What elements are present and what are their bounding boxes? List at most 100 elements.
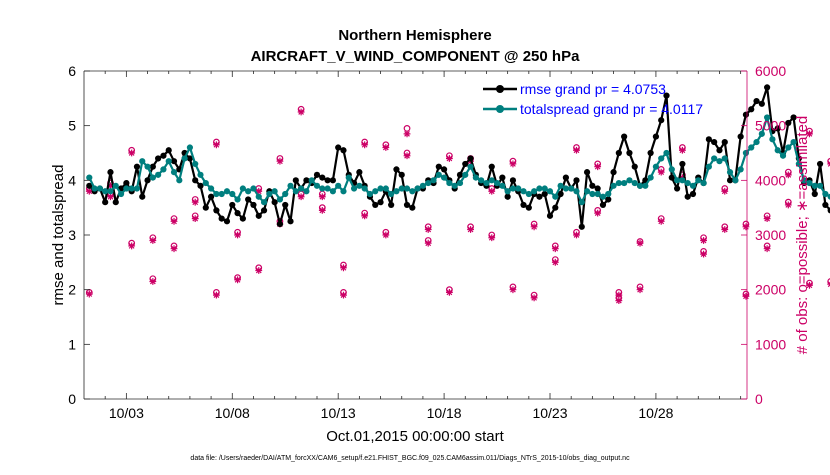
rmse-point-96 [594,185,601,192]
y-left-tick-label-4: 4 [68,172,76,188]
assimilated-obs-marker-0-20 [509,160,517,168]
totalspread-point-108 [658,155,665,162]
totalspread-point-117 [705,163,712,170]
rmse-point-82 [520,201,527,209]
assimilated-obs-marker-0-30 [721,187,729,195]
assimilated-obs-marker-0-0 [85,290,93,298]
totalspread-point-86 [541,185,548,192]
assimilated-obs-marker-0-3 [149,278,157,285]
assimilated-obs-marker-0-29 [700,237,707,244]
chart-title-line2: AIRCRAFT_V_WIND_COMPONENT @ 250 hPa [251,48,581,65]
totalspread-point-67 [440,174,448,181]
totalspread-point-77 [493,179,501,187]
totalspread-point-79 [504,188,511,195]
totalspread-point-85 [536,185,543,192]
rmse-point-123 [737,133,744,140]
assimilated-obs-marker-0-33 [784,171,792,179]
totalspread-point-92 [573,188,580,195]
y-right-tick-label-0: 0 [755,391,763,407]
totalspread-point-104 [636,182,644,189]
rmse-point-38 [287,218,294,225]
assimilated-obs-marker-0-23 [573,231,580,239]
totalspread-point-4 [107,188,114,195]
assimilated-obs-marker-0-4 [170,217,178,225]
rmse-point-3 [102,199,109,206]
totalspread-point-73 [472,174,479,181]
axes-layer: 10/03 10/08 10/13 10/18 10/23 10/28 0 1 2 3 4 5 6 0 10… [68,63,786,421]
totalspread-point-109 [663,149,670,157]
rmse-point-7 [123,179,130,187]
totalspread-point-56 [382,185,389,192]
y-left-tick-label-3: 3 [68,227,76,243]
rmse-point-130 [774,125,781,132]
totalspread-point-93 [578,199,585,206]
assimilated-obs-marker-1-4 [170,245,178,253]
rmse-point-36 [276,220,284,228]
totalspread-point-55 [377,185,384,192]
totalspread-point-32 [255,193,262,200]
rmse-point-127 [758,100,765,107]
rmse-point-128 [764,84,771,91]
totalspread-point-9 [133,185,141,192]
assimilated-obs-marker-1-33 [784,201,792,209]
assimilated-obs-marker-1-32 [763,245,771,253]
totalspread-point-42 [308,177,315,184]
assimilated-obs-marker-0-2 [128,149,136,157]
totalspread-point-69 [451,182,458,189]
totalspread-point-136 [806,179,813,187]
assimilated-obs-marker-0-5 [191,198,199,206]
assimilated-obs-marker-1-14 [382,231,390,239]
totalspread-point-87 [546,188,554,195]
y-left-tick-label-1: 1 [68,336,76,352]
rmse-point-109 [663,92,670,99]
rmse-point-118 [711,138,718,146]
rmse-point-95 [589,182,596,189]
totalspread-point-91 [568,185,575,192]
totalspread-point-25 [218,190,225,198]
assimilated-obs-marker-0-32 [763,215,771,222]
totalspread-point-113 [684,179,691,187]
rmse-point-132 [785,119,792,127]
totalspread-point-98 [605,190,612,198]
rmse-point-79 [504,193,511,200]
assimilated-obs-marker-0-18 [467,226,474,233]
totalspread-point-128 [764,114,771,121]
assimilated-obs-marker-0-15 [403,130,411,138]
assimilated-obs-marker-0-16 [424,226,432,233]
assimilated-obs-marker-0-25 [615,291,623,299]
x-tick-label-0: 10/03 [109,405,144,421]
assimilated-obs-marker-0-17 [445,155,453,162]
y-right-tick-label-2: 2000 [755,282,786,298]
totalspread-point-23 [207,185,215,192]
assimilated-obs-marker-1-30 [721,226,729,233]
assimilated-obs-marker-1-8 [255,267,263,274]
rmse-point-27 [229,201,236,209]
rmse-point-78 [499,174,506,181]
rmse-point-137 [811,190,818,198]
rmse-point-117 [705,136,712,143]
assimilated-obs-marker-0-6 [212,141,220,149]
rmse-point-59 [398,171,405,178]
totalspread-point-88 [552,193,559,200]
totalspread-point-11 [144,163,151,170]
totalspread-point-59 [398,185,405,192]
rmse-point-13 [155,155,162,162]
series-layer [85,84,830,304]
rmse-point-4 [107,169,114,176]
totalspread-point-27 [229,190,236,198]
y-left-tick-label-5: 5 [68,118,76,134]
rmse-point-48 [340,147,347,154]
totalspread-point-84 [531,188,538,195]
assimilated-obs-marker-0-13 [361,141,369,149]
totalspread-point-54 [372,188,379,195]
totalspread-point-12 [149,174,156,181]
rmse-point-45 [324,177,331,184]
totalspread-point-62 [414,185,421,192]
totalspread-point-66 [435,171,442,178]
assimilated-obs-marker-1-34 [806,130,813,138]
totalspread-point-28 [234,196,241,203]
rmse-point-106 [647,149,654,157]
totalspread-point-43 [313,182,321,189]
legend-rmse-text: rmse grand pr = 4.0753 [520,81,666,97]
totalspread-point-110 [668,166,675,173]
